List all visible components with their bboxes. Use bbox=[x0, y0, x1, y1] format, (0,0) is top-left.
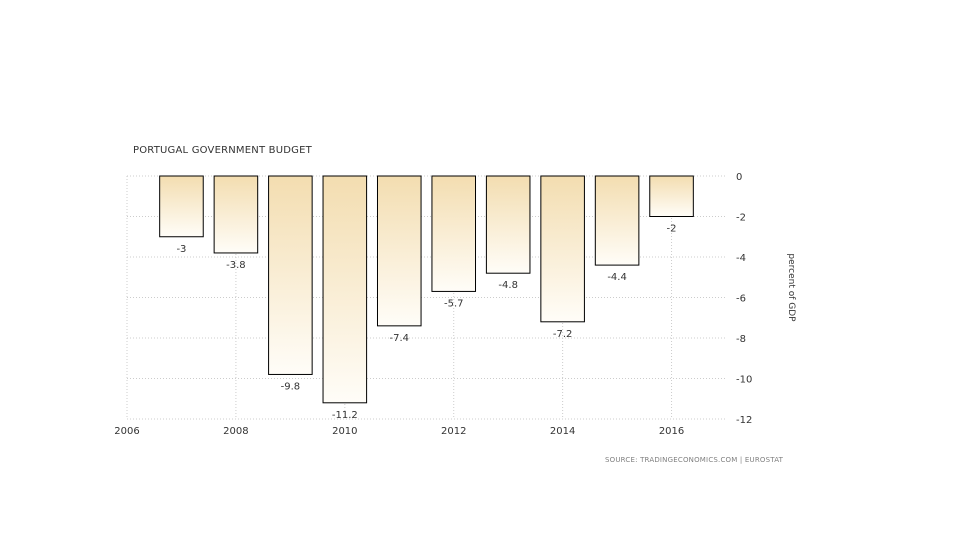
data-label: -9.8 bbox=[281, 381, 301, 392]
x-tick-label: 2008 bbox=[223, 426, 248, 437]
chart-title: PORTUGAL GOVERNMENT BUDGET bbox=[133, 145, 312, 156]
data-label: -3.8 bbox=[226, 260, 246, 271]
data-label: -4.8 bbox=[498, 280, 518, 291]
bar bbox=[431, 175, 477, 292]
y-tick-label: -10 bbox=[736, 375, 752, 386]
y-tick-label: -4 bbox=[736, 253, 746, 264]
x-tick-label: 2014 bbox=[550, 426, 575, 437]
x-tick-label: 2006 bbox=[114, 426, 139, 437]
data-label: -4.4 bbox=[607, 272, 627, 283]
y-tick-label: -6 bbox=[736, 294, 746, 305]
y-tick-label: -12 bbox=[736, 415, 752, 426]
bar bbox=[322, 175, 368, 404]
x-tick-label: 2010 bbox=[332, 426, 357, 437]
bar bbox=[268, 175, 313, 375]
y-tick-label: -2 bbox=[736, 213, 746, 224]
bar bbox=[213, 175, 259, 254]
bar bbox=[376, 175, 422, 327]
bar bbox=[540, 175, 585, 323]
bar bbox=[485, 175, 531, 274]
bar bbox=[159, 175, 204, 238]
data-label: -5.7 bbox=[444, 298, 464, 309]
source-note: SOURCE: TRADINGECONOMICS.COM | EUROSTAT bbox=[605, 456, 784, 464]
data-label: -7.4 bbox=[390, 333, 410, 344]
data-label: -3 bbox=[176, 244, 186, 255]
x-tick-label: 2016 bbox=[659, 426, 684, 437]
y-axis-label: percent of GDP bbox=[786, 253, 796, 322]
y-tick-label: -8 bbox=[736, 334, 746, 345]
data-label: -2 bbox=[667, 224, 677, 235]
x-tick-label: 2012 bbox=[441, 426, 466, 437]
y-tick-label: 0 bbox=[736, 172, 742, 183]
bar bbox=[649, 175, 694, 217]
bar bbox=[594, 175, 640, 266]
data-label: -11.2 bbox=[332, 410, 358, 421]
data-label: -7.2 bbox=[553, 329, 573, 340]
